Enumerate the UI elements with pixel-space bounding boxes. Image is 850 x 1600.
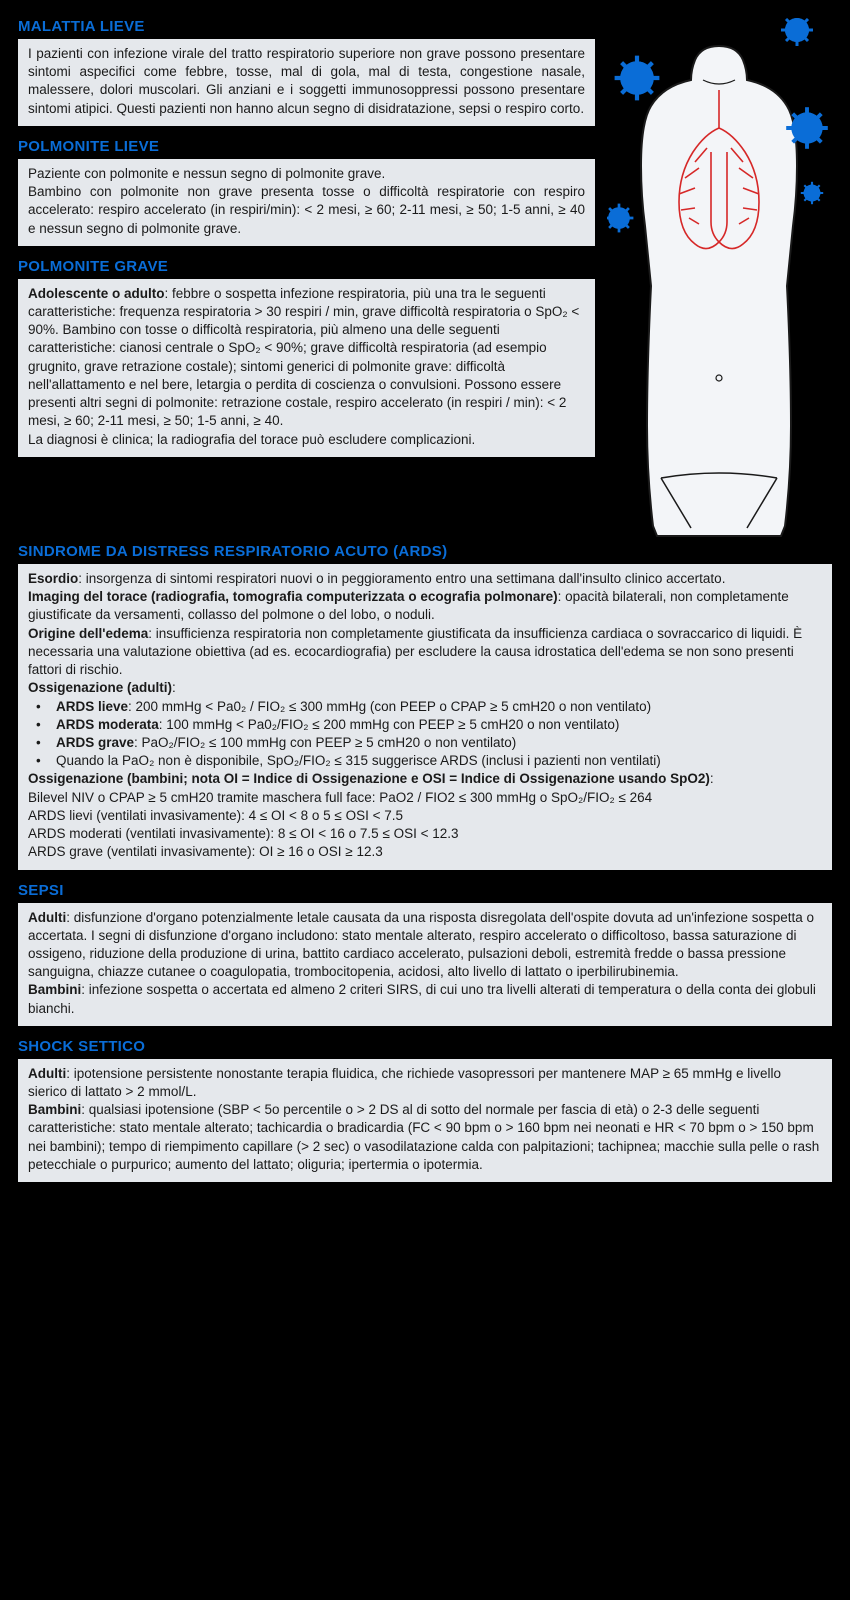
ards-oxy-adult-label: Ossigenazione (adulti)	[28, 680, 172, 695]
ards-grave-label: ARDS grave	[56, 735, 134, 750]
heading-pneu-mild: POLMONITE LIEVE	[18, 138, 595, 155]
sepsi-child: : infezione sospetta o accertata ed alme…	[28, 982, 816, 1015]
heading-ards: SINDROME DA DISTRESS RESPIRATORIO ACUTO …	[18, 543, 832, 560]
heading-mild: MALATTIA LIEVE	[18, 18, 595, 35]
ards-child2: ARDS lievi (ventilati invasivamente): 4 …	[28, 807, 822, 825]
ards-imaging-label: Imaging del torace (radiografia, tomogra…	[28, 589, 558, 604]
ards-lieve-label: ARDS lieve	[56, 699, 128, 714]
ards-esordio: : insorgenza di sintomi respiratori nuov…	[78, 571, 725, 586]
heading-shock: SHOCK SETTICO	[18, 1038, 832, 1055]
ards-adult-list: ARDS lieve: 200 mmHg < Pa0₂ / FIO₂ ≤ 300…	[28, 698, 822, 771]
shock-child-label: Bambini	[28, 1102, 81, 1117]
list-item: ARDS lieve: 200 mmHg < Pa0₂ / FIO₂ ≤ 300…	[28, 698, 822, 716]
left-column: MALATTIA LIEVE I pazienti con infezione …	[18, 18, 595, 543]
ards-lieve: : 200 mmHg < Pa0₂ / FIO₂ ≤ 300 mmHg (con…	[128, 699, 651, 714]
shock-adult-label: Adulti	[28, 1066, 66, 1081]
list-item: Quando la PaO₂ non è disponibile, SpO₂/F…	[28, 752, 822, 770]
anatomy-illustration	[607, 18, 832, 543]
pneu-severe-body1: : febbre o sospetta infezione respirator…	[28, 286, 579, 429]
ards-nopao2: Quando la PaO₂ non è disponibile, SpO₂/F…	[56, 753, 661, 768]
content-ards: Esordio: insorgenza di sintomi respirato…	[18, 564, 832, 870]
shock-adult: : ipotensione persistente nonostante ter…	[28, 1066, 781, 1099]
pneu-severe-body2: La diagnosi è clinica; la radiografia de…	[28, 431, 585, 449]
list-item: ARDS grave: PaO₂/FIO₂ ≤ 100 mmHg con PEE…	[28, 734, 822, 752]
lead-pneu-severe: Adolescente o adulto	[28, 286, 165, 301]
section-ards: SINDROME DA DISTRESS RESPIRATORIO ACUTO …	[18, 543, 832, 870]
ards-mod-label: ARDS moderata	[56, 717, 159, 732]
ards-grave: : PaO₂/FIO₂ ≤ 100 mmHg con PEEP ≥ 5 cmH2…	[134, 735, 516, 750]
sepsi-adult-label: Adulti	[28, 910, 66, 925]
ards-child3: ARDS moderati (ventilati invasivamente):…	[28, 825, 822, 843]
content-pneu-severe: Adolescente o adulto: febbre o sospetta …	[18, 279, 595, 457]
ards-origine-label: Origine dell'edema	[28, 626, 148, 641]
section-pneumonia-severe: POLMONITE GRAVE Adolescente o adulto: fe…	[18, 258, 595, 457]
body-lungs-svg	[607, 18, 832, 538]
content-sepsi: Adulti: disfunzione d'organo potenzialme…	[18, 903, 832, 1026]
ards-esordio-label: Esordio	[28, 571, 78, 586]
content-mild: I pazienti con infezione virale del trat…	[18, 39, 595, 126]
list-item: ARDS moderata: 100 mmHg < Pa0₂/FIO₂ ≤ 20…	[28, 716, 822, 734]
section-mild-illness: MALATTIA LIEVE I pazienti con infezione …	[18, 18, 595, 126]
heading-pneu-severe: POLMONITE GRAVE	[18, 258, 595, 275]
section-shock: SHOCK SETTICO Adulti: ipotensione persis…	[18, 1038, 832, 1182]
ards-mod: : 100 mmHg < Pa0₂/FIO₂ ≤ 200 mmHg con PE…	[159, 717, 620, 732]
top-row: MALATTIA LIEVE I pazienti con infezione …	[18, 18, 832, 543]
content-pneu-mild: Paziente con polmonite e nessun segno di…	[18, 159, 595, 246]
ards-oxy-child-label: Ossigenazione (bambini; nota OI = Indice…	[28, 771, 710, 786]
ards-child1: Bilevel NIV o CPAP ≥ 5 cmH20 tramite mas…	[28, 789, 822, 807]
heading-sepsi: SEPSI	[18, 882, 832, 899]
content-shock: Adulti: ipotensione persistente nonostan…	[18, 1059, 832, 1182]
sepsi-child-label: Bambini	[28, 982, 81, 997]
shock-child: : qualsiasi ipotensione (SBP < 5o percen…	[28, 1102, 819, 1172]
sepsi-adult: : disfunzione d'organo potenzialmente le…	[28, 910, 814, 980]
ards-child4: ARDS grave (ventilati invasivamente): OI…	[28, 843, 822, 861]
section-sepsi: SEPSI Adulti: disfunzione d'organo poten…	[18, 882, 832, 1026]
section-pneumonia-mild: POLMONITE LIEVE Paziente con polmonite e…	[18, 138, 595, 246]
